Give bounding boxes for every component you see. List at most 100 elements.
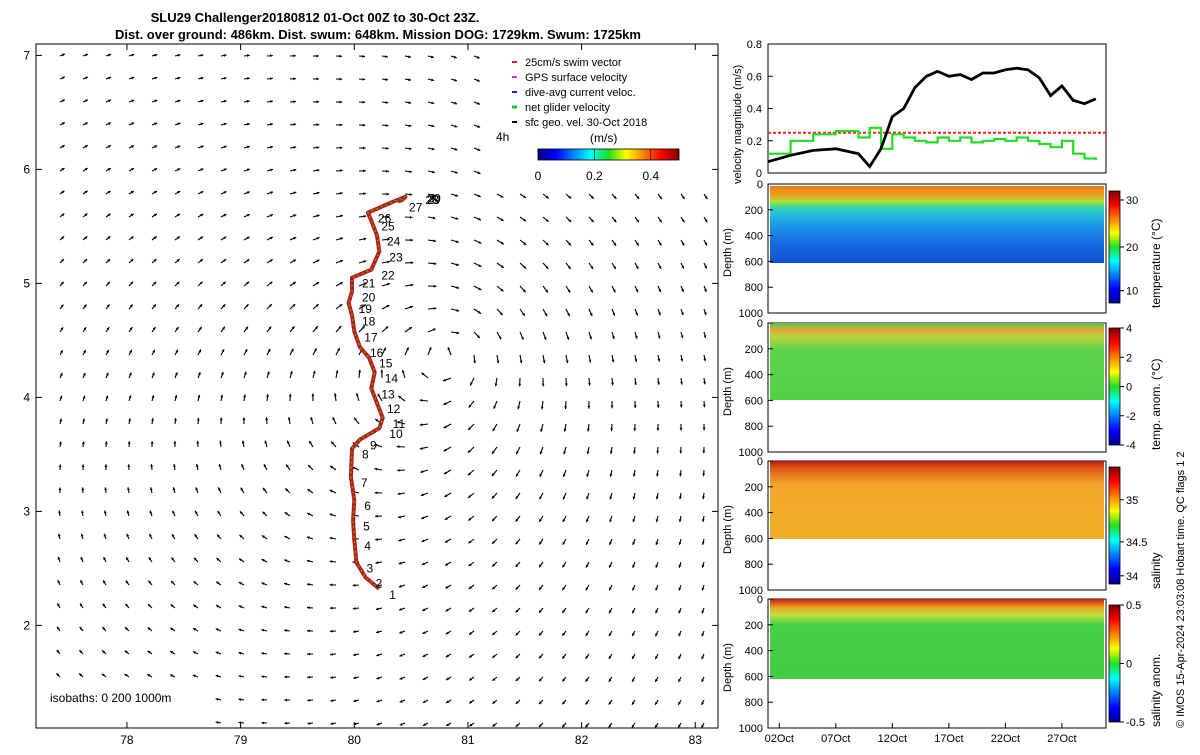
time-tick-label: 12Oct (878, 733, 907, 745)
section-colorbar-label: temp. anom. (°C) (1149, 359, 1163, 451)
day-label: 20 (362, 290, 376, 304)
section-colorbar-tick-label: 2 (1126, 352, 1132, 364)
section-colorbar-tick-label: 10 (1126, 286, 1138, 298)
day-label: 8 (362, 448, 369, 462)
time-tick-label: 27Oct (1047, 733, 1076, 745)
temperature-field (770, 186, 1104, 263)
colorbar-tick-label: 0 (535, 169, 542, 183)
section-colorbar-tick-label: -4 (1126, 440, 1136, 452)
section-colorbar-tick-label: 0 (1126, 659, 1132, 671)
title-line-2: Dist. over ground: 486km. Dist. swum: 64… (115, 27, 641, 42)
depth-tick-label: 0 (757, 179, 763, 191)
section-colorbar-tick-label: 20 (1126, 242, 1138, 254)
day-label: 2 (376, 577, 383, 591)
speed-colorbar (538, 149, 679, 160)
map-y-tick-label: 6 (23, 162, 30, 176)
section-colorbar-tick-label: 0.5 (1126, 600, 1141, 612)
depth-axis-label: Depth (m) (722, 643, 734, 692)
day-label: 24 (387, 235, 401, 249)
section-colorbar-tick-label: 30 (1126, 195, 1138, 207)
depth-tick-label: 200 (745, 620, 763, 632)
day-label: 18 (362, 314, 376, 328)
title-line-1: SLU29 Challenger20180812 01-Oct 00Z to 3… (151, 10, 480, 25)
velocity-ylabel: velocity magnitude (m/s) (732, 65, 744, 184)
depth-tick-label: 400 (745, 231, 763, 243)
day-label: 7 (361, 476, 368, 490)
credit-text: © IMOS 15-Apr-2024 23:03:08 Hobart time.… (1175, 451, 1187, 728)
map-x-tick-label: 81 (461, 733, 475, 747)
map-x-tick-label: 83 (689, 733, 703, 747)
salinity-colorbar (1109, 467, 1120, 584)
day-label: 26 (378, 212, 392, 226)
depth-tick-label: 600 (745, 671, 763, 683)
section-temp-anomaly (768, 323, 1120, 452)
depth-axis-label: Depth (m) (722, 367, 734, 416)
depth-tick-label: 800 (745, 282, 763, 294)
salinity-anomaly-field (770, 599, 1104, 679)
isobaths-label: isobaths: 0 200 1000m (50, 691, 171, 705)
section-temperature (768, 184, 1120, 313)
velocity-tick-label: 0.8 (747, 39, 762, 51)
depth-tick-label: 400 (745, 370, 763, 382)
velocity-axes (768, 44, 1106, 173)
day-label: 1 (389, 588, 396, 602)
legend-label: GPS surface velocity (525, 72, 628, 84)
temp-anomaly-colorbar (1109, 328, 1120, 445)
section-colorbar-tick-label: 0 (1126, 382, 1132, 394)
day-label: 27 (409, 200, 423, 214)
salinity-field (770, 461, 1104, 539)
time-tick-label: 22Oct (991, 733, 1020, 745)
time-tick-label: 02Oct (765, 733, 794, 745)
depth-tick-label: 600 (745, 256, 763, 268)
day-label: 12 (387, 402, 401, 416)
depth-tick-label: 400 (745, 646, 763, 658)
depth-tick-label: 1000 (739, 723, 763, 735)
depth-tick-label: 600 (745, 533, 763, 545)
section-colorbar-tick-label: 4 (1126, 323, 1132, 335)
day-label: 23 (389, 250, 403, 264)
temperature-colorbar (1109, 191, 1120, 303)
legend-label: 25cm/s swim vector (525, 57, 622, 69)
depth-tick-label: 400 (745, 508, 763, 520)
depth-tick-label: 800 (745, 421, 763, 433)
depth-tick-label: 200 (745, 344, 763, 356)
depth-axis-label: Depth (m) (722, 505, 734, 554)
map-y-tick-label: 5 (23, 276, 30, 290)
day-label: 4 (364, 539, 371, 553)
day-label: 14 (385, 371, 399, 385)
section-salinity-anomaly (768, 599, 1120, 728)
salinity-anomaly-colorbar (1109, 605, 1120, 722)
day-label: 5 (363, 520, 370, 534)
map-x-tick-label: 78 (120, 733, 134, 747)
colorbar-tick-label: 0.2 (586, 169, 603, 183)
day-label: 3 (367, 562, 374, 576)
depth-axis-label: Depth (m) (722, 228, 734, 277)
depth-tick-label: 800 (745, 559, 763, 571)
velocity-tick-label: 0.6 (747, 71, 762, 83)
map-y-tick-label: 7 (23, 48, 30, 62)
section-colorbar-tick-label: 35 (1126, 495, 1138, 507)
time-label: 4h (496, 130, 509, 144)
section-colorbar-label: salinity anom. (1149, 654, 1163, 727)
depth-tick-label: 200 (745, 482, 763, 494)
legend-label: net glider velocity (525, 102, 610, 114)
day-label: 9 (370, 439, 377, 453)
section-colorbar-label: salinity (1149, 552, 1163, 589)
depth-tick-label: 600 (745, 395, 763, 407)
map-y-tick-label: 4 (23, 390, 30, 404)
depth-tick-label: 0 (757, 456, 763, 468)
section-salinity (768, 461, 1120, 590)
day-label: 13 (381, 387, 395, 401)
velocity-panel: 00.20.40.60.8 velocity magnitude (m/s) (732, 39, 1106, 184)
map-axes (36, 44, 718, 728)
section-colorbar-tick-label: 34 (1126, 571, 1138, 583)
legend-label: sfc geo. vel. 30-Oct 2018 (525, 117, 647, 129)
section-colorbar-tick-label: -2 (1126, 411, 1136, 423)
time-tick-label: 17Oct (934, 733, 963, 745)
depth-tick-label: 200 (745, 205, 763, 217)
depth-tick-label: 0 (757, 318, 763, 330)
colorbar-unit: (m/s) (590, 131, 617, 145)
map-x-tick-label: 79 (234, 733, 248, 747)
